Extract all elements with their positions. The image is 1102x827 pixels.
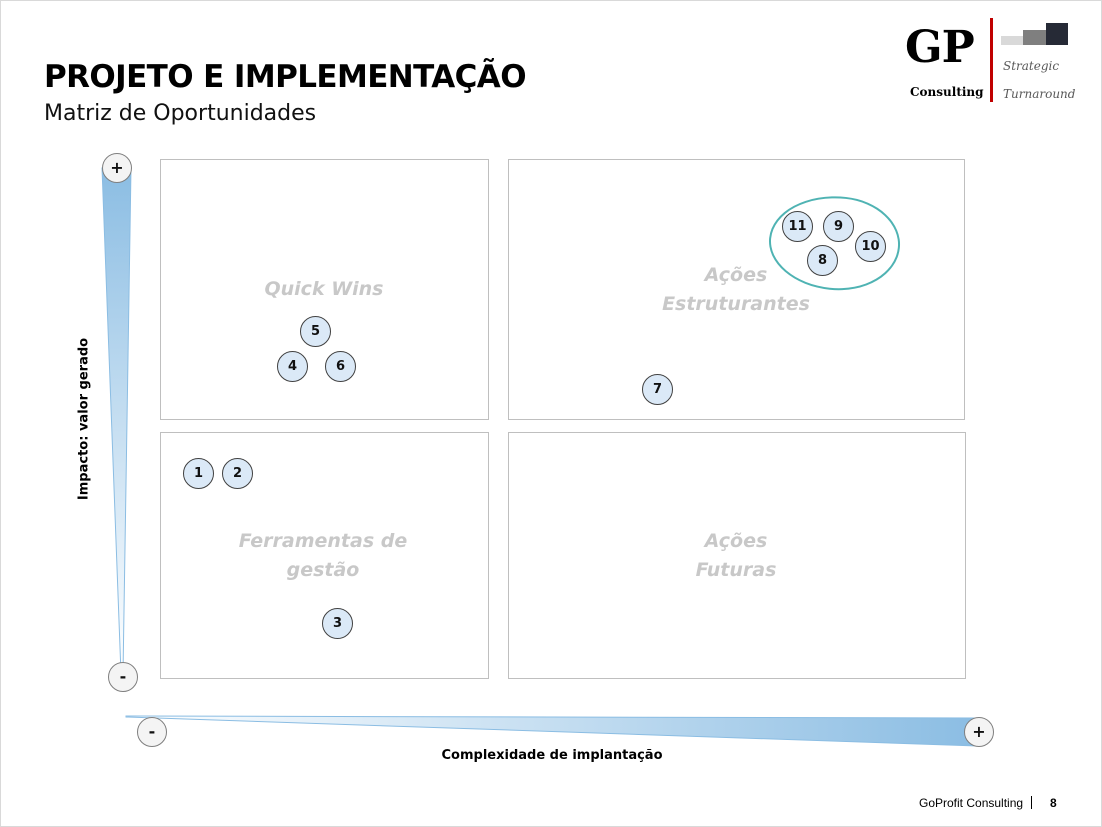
page-number: 8 <box>1050 796 1057 810</box>
quadrant-label-quick-wins: Quick Wins <box>264 278 384 300</box>
logo-divider <box>990 18 993 102</box>
opportunity-bubble-3: 3 <box>322 608 353 639</box>
opportunity-bubble-4: 4 <box>277 351 308 382</box>
opportunity-bubble-11: 11 <box>782 211 813 242</box>
opportunity-bubble-2: 2 <box>222 458 253 489</box>
opportunity-bubble-10: 10 <box>855 231 886 262</box>
quadrant-ferramentas-de-gestao <box>160 432 489 679</box>
quadrant-label-acoes-futuras-line1: Ações <box>704 530 768 552</box>
quadrant-acoes-estruturantes <box>508 159 965 420</box>
x-axis-label: Complexidade de implantação <box>441 748 663 763</box>
opportunity-bubble-6: 6 <box>325 351 356 382</box>
footer-separator <box>1031 796 1032 809</box>
quadrant-acoes-futuras <box>508 432 966 679</box>
page-subtitle: Matriz de Oportunidades <box>44 101 317 126</box>
logo-consulting-text: Consulting <box>910 85 984 99</box>
quadrant-label-acoes-estruturantes-line1: Ações <box>704 264 768 286</box>
logo-tagline-strategic: Strategic <box>1003 59 1060 73</box>
quadrant-label-ferramentas-line1: Ferramentas de <box>238 530 408 552</box>
footer-company: GoProfit Consulting <box>919 796 1024 810</box>
y-axis-label: Impacto: valor gerado <box>76 337 92 501</box>
opportunity-bubble-8: 8 <box>807 245 838 276</box>
x-axis-plus-marker: + <box>964 717 994 747</box>
x-axis-wedge <box>125 715 978 747</box>
page-title: PROJETO E IMPLEMENTAÇÃO <box>44 59 527 95</box>
logo-tagline-turnaround: Turnaround <box>1003 87 1076 101</box>
y-axis-wedge <box>101 167 132 675</box>
logo-monogram: GP <box>905 22 975 73</box>
quadrant-label-acoes-futuras-line2: Futuras <box>695 559 777 581</box>
opportunity-bubble-5: 5 <box>300 316 331 347</box>
opportunity-bubble-7: 7 <box>642 374 673 405</box>
quadrant-label-acoes-estruturantes-line2: Estruturantes <box>662 293 810 315</box>
logo-bar-mid <box>1023 30 1046 45</box>
y-axis-plus-marker: + <box>102 153 132 183</box>
logo-bar-dark <box>1046 23 1068 45</box>
opportunity-bubble-1: 1 <box>183 458 214 489</box>
logo-bar-light <box>1001 36 1023 45</box>
y-axis-minus-marker: - <box>108 662 138 692</box>
x-axis-minus-marker: - <box>137 717 167 747</box>
quadrant-label-ferramentas-line2: gestão <box>286 559 360 581</box>
opportunity-bubble-9: 9 <box>823 211 854 242</box>
quadrant-quick-wins <box>160 159 489 420</box>
